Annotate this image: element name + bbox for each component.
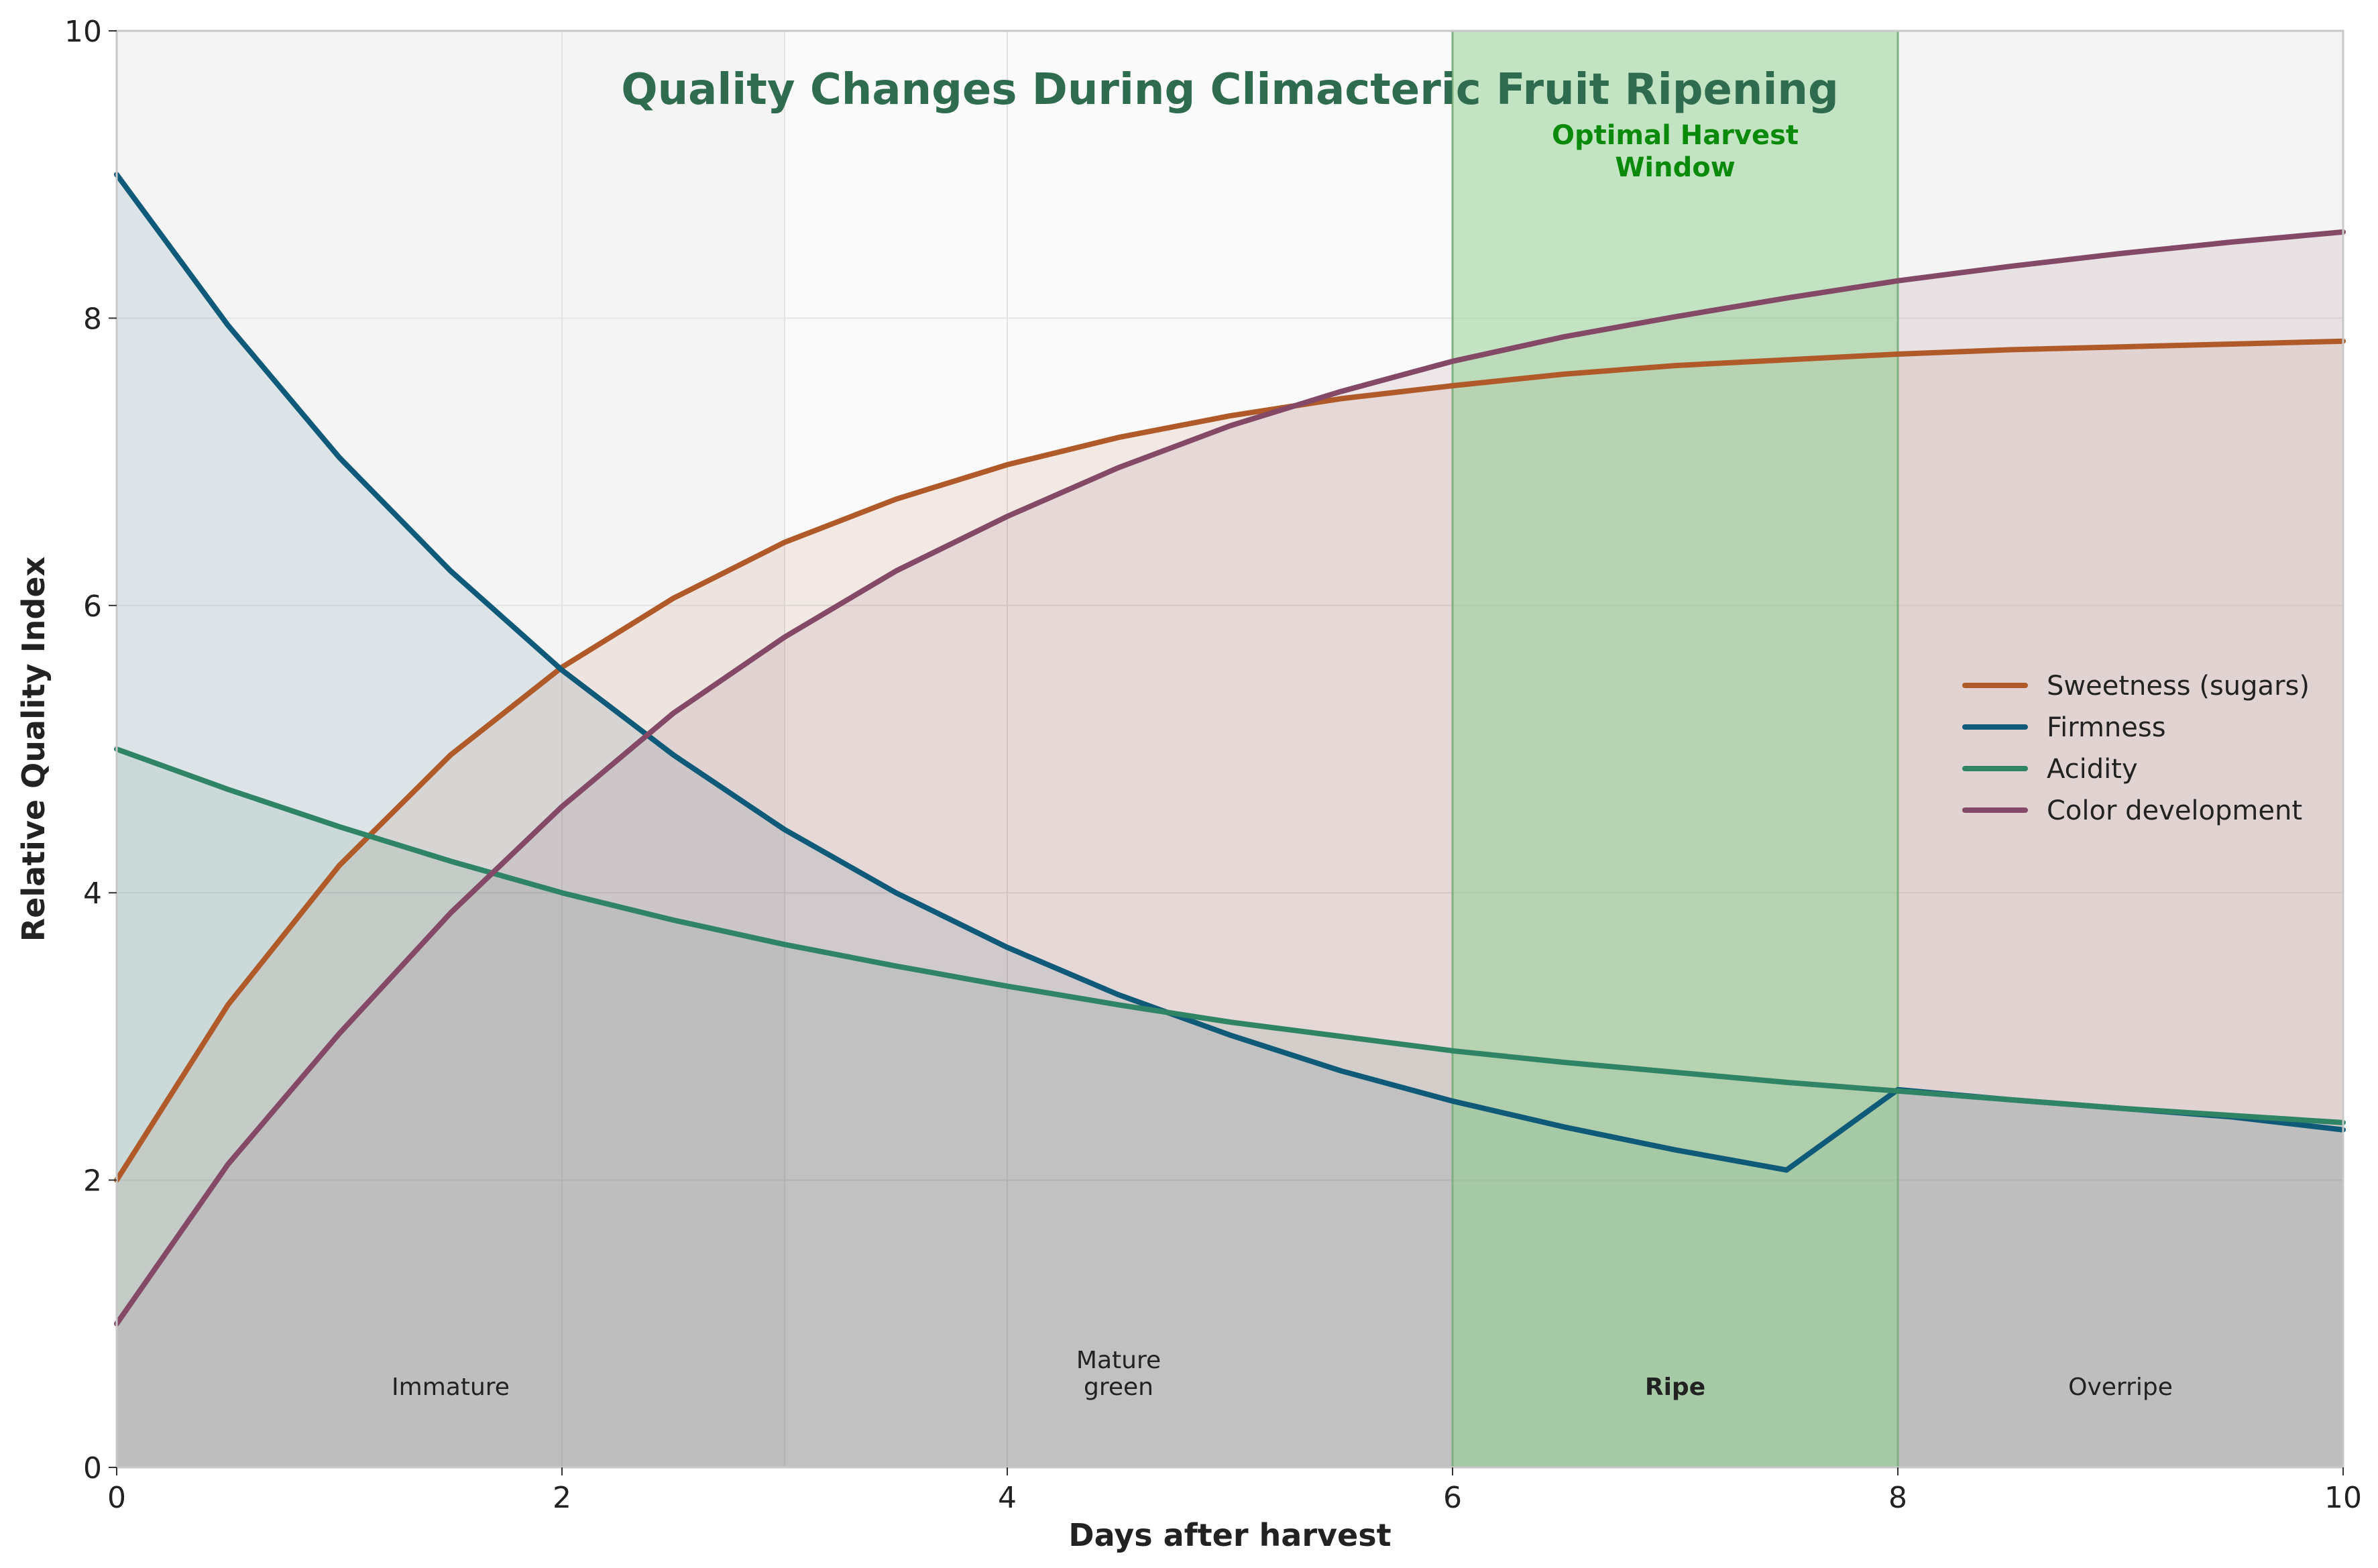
stage-labels: Immature Mature green Ripe Overripe — [392, 1347, 2173, 1401]
stage-band — [117, 31, 785, 1467]
harvest-window-band — [1451, 30, 1899, 1469]
y-tick-label: 8 — [83, 302, 102, 336]
y-axis-ticks: 0 2 4 6 8 10 — [64, 15, 117, 1486]
area-firmness — [117, 174, 2343, 1468]
x-axis-label: Days after harvest — [1068, 1517, 1391, 1553]
x-axis-ticks: 0 2 4 6 8 10 — [107, 1467, 2362, 1515]
line-acidity — [114, 746, 2346, 1125]
plot-frame — [115, 30, 2344, 1469]
series-lines — [114, 172, 2346, 1327]
y-tick-label: 10 — [64, 15, 102, 49]
legend-label: Firmness — [2047, 712, 2166, 743]
y-axis-label: Relative Quality Index — [15, 557, 52, 942]
stage-label: Immature — [392, 1374, 510, 1401]
x-tick-label: 10 — [2324, 1481, 2362, 1515]
stage-label: Overripe — [2068, 1374, 2173, 1401]
y-tick-label: 6 — [83, 590, 102, 624]
stage-label: Ripe — [1645, 1374, 1705, 1401]
y-tick-label: 2 — [83, 1164, 102, 1198]
y-tick-label: 4 — [83, 877, 102, 911]
optimal-harvest-window — [1451, 30, 1899, 1469]
legend-label: Color development — [2047, 795, 2302, 826]
harvest-window-label: Optimal Harvest Window — [1552, 120, 1799, 183]
stage-band — [785, 31, 1453, 1467]
y-tick-label: 0 — [83, 1451, 102, 1486]
x-tick-label: 4 — [998, 1481, 1017, 1515]
legend: Sweetness (sugars) Firmness Acidity Color d… — [1962, 671, 2310, 826]
stage-bands — [117, 31, 2343, 1467]
legend-label: Sweetness (sugars) — [2047, 671, 2310, 702]
line-sweetness-sugars — [114, 338, 2346, 1183]
legend-label: Acidity — [2047, 754, 2138, 785]
x-tick-label: 2 — [553, 1481, 571, 1515]
x-tick-label: 0 — [107, 1481, 126, 1515]
x-tick-label: 8 — [1888, 1481, 1907, 1515]
x-tick-label: 6 — [1443, 1481, 1462, 1515]
stage-label: Mature green — [1076, 1347, 1161, 1401]
line-color-development — [114, 229, 2346, 1327]
chart-title: Quality Changes During Climacteric Fruit… — [621, 65, 1839, 115]
